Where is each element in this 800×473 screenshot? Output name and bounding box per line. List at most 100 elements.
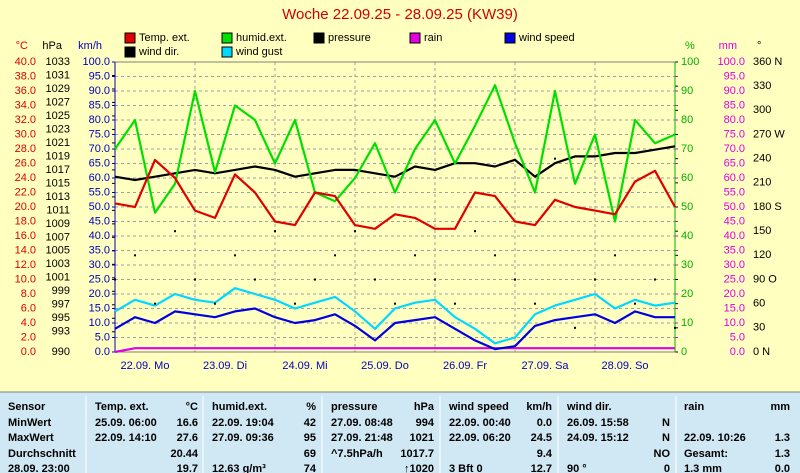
table-cell: 24.09. 15:12	[567, 432, 629, 444]
y-tick-label: 10.0	[89, 317, 110, 329]
y-tick-label: 70	[681, 143, 693, 155]
legend-label: pressure	[328, 32, 371, 44]
y-tick-label: 993	[52, 326, 70, 338]
legend-swatch	[313, 32, 325, 44]
chart-background	[0, 0, 800, 392]
legend-swatch	[221, 32, 233, 44]
wind-dir-dot	[634, 302, 636, 305]
table-cell: 12.63 g/m³	[212, 463, 266, 473]
wind-dir-dot	[474, 230, 476, 233]
wind-dir-dot	[574, 326, 576, 329]
chart-title: Woche 22.09.25 - 28.09.25 (KW39)	[282, 6, 518, 23]
y-tick-label: 997	[52, 299, 70, 311]
y-tick-label: 50.0	[89, 201, 110, 213]
series-line	[114, 287, 676, 345]
table-header: hPa	[414, 401, 435, 413]
table-cell: 28.09. 23:00	[8, 463, 70, 473]
table-cell: 95	[304, 432, 316, 444]
series-line	[114, 84, 676, 223]
y-tick-label: 0.0	[730, 346, 745, 358]
y-tick-label: 995	[52, 312, 70, 324]
table-cell: 27.6	[177, 432, 198, 444]
y-tick-label: 28.0	[15, 143, 36, 155]
y-tick-label: 26.0	[15, 157, 36, 169]
y-tick-label: 55.0	[724, 186, 745, 198]
y-tick-label: 36.0	[15, 85, 36, 97]
table-cell: N	[662, 432, 670, 444]
legend-swatch	[504, 32, 516, 44]
series-line	[114, 307, 675, 351]
y-tick-label: 15.0	[724, 302, 745, 314]
table-cell: 74	[304, 463, 317, 473]
y-tick-label: 40.0	[15, 56, 36, 68]
x-tick-label: 26.09. Fr	[443, 360, 487, 372]
y-tick-label: 999	[52, 285, 70, 297]
wind-dir-dot	[294, 302, 296, 305]
table-cell: 1.3	[775, 432, 790, 444]
wind-dir-dot	[254, 278, 256, 281]
y-tick-label: 10.0	[724, 317, 745, 329]
y-tick-label: 10.0	[15, 273, 36, 285]
y-tick-label: 990	[52, 346, 70, 358]
table-cell: 1.3	[775, 448, 790, 460]
table-cell: 3 Bft 0	[449, 463, 483, 473]
table-cell: 26.09. 15:58	[567, 417, 629, 429]
table-cell: 22.09. 19:04	[212, 417, 275, 429]
legend-label: wind dir.	[138, 46, 179, 58]
y-tick-label: 1003	[46, 258, 70, 270]
y-tick-label: 2.0	[21, 331, 36, 343]
y-tick-label: 40	[681, 230, 693, 242]
wind-dir-dot	[674, 326, 676, 329]
table-cell: 0.0	[537, 417, 552, 429]
x-tick-label: 28.09. So	[601, 360, 648, 372]
y-tick-label: 25.0	[724, 273, 745, 285]
table-cell: 27.09. 21:48	[331, 432, 393, 444]
y-tick-label: 70.0	[724, 143, 745, 155]
y-tick-label: 80.0	[724, 114, 745, 126]
y-tick-label: 30	[681, 259, 693, 271]
y-tick-label: 30.0	[724, 259, 745, 271]
y-tick-label: 50.0	[724, 201, 745, 213]
table-cell: 22.09. 06:20	[449, 432, 511, 444]
table-cell: 25.09. 06:00	[95, 417, 157, 429]
y-tick-label: 1015	[46, 177, 70, 189]
y-tick-label: 55.0	[89, 186, 110, 198]
table-cell: 1021	[410, 432, 434, 444]
legend-label: rain	[424, 32, 442, 44]
y-tick-label: 60	[681, 172, 693, 184]
table-header: Temp. ext.	[95, 401, 149, 413]
axis-unit: °C	[16, 40, 28, 52]
axis-unit: km/h	[78, 40, 102, 52]
x-tick-label: 24.09. Mi	[282, 360, 327, 372]
table-cell: 1.3 mm	[684, 463, 722, 473]
y-tick-label: 65.0	[89, 157, 110, 169]
series-line	[114, 145, 676, 182]
y-tick-label: 1027	[46, 96, 70, 108]
y-tick-label: 95.0	[724, 70, 745, 82]
wind-dir-dot	[274, 230, 276, 233]
y-tick-label: 100.0	[82, 56, 110, 68]
y-tick-label: 1019	[46, 150, 70, 162]
y-tick-label: 360 N	[753, 56, 782, 68]
y-tick-label: 30	[753, 322, 765, 334]
y-tick-label: 1023	[46, 123, 70, 135]
table-cell: 9.4	[537, 448, 553, 460]
y-tick-label: 120	[753, 249, 771, 261]
legend-swatch	[409, 32, 421, 44]
y-tick-label: 90	[681, 85, 693, 97]
y-tick-label: 14.0	[15, 244, 36, 256]
legend-label: wind speed	[518, 32, 575, 44]
y-tick-label: 50	[681, 201, 693, 213]
table-cell: 22.09. 14:10	[95, 432, 157, 444]
table-cell: MaxWert	[8, 432, 54, 444]
y-tick-label: 5.0	[95, 331, 110, 343]
y-tick-label: 16.0	[15, 230, 36, 242]
y-tick-label: 30.0	[89, 259, 110, 271]
legend-swatch	[221, 46, 233, 58]
y-tick-label: 300	[753, 104, 771, 116]
y-tick-label: 1013	[46, 191, 70, 203]
y-tick-label: 0.0	[21, 346, 36, 358]
y-tick-label: 100	[681, 56, 699, 68]
y-tick-label: 80.0	[89, 114, 110, 126]
y-tick-label: 70.0	[89, 143, 110, 155]
